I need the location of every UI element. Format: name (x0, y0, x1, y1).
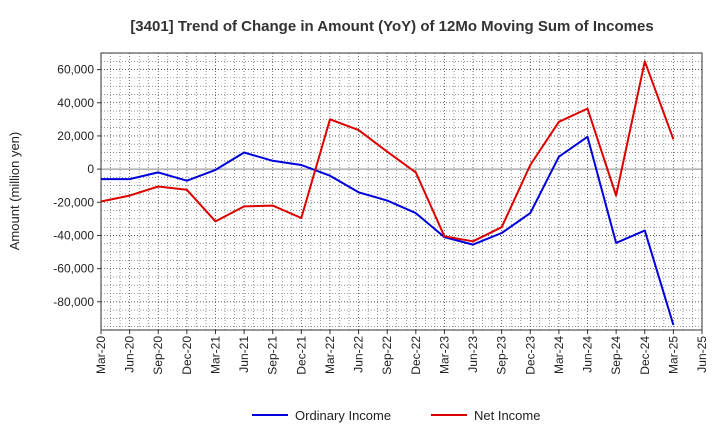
legend-label-net-income: Net Income (474, 408, 540, 423)
y-tick-label: 40,000 (57, 96, 94, 110)
x-tick-label: Dec-20 (180, 336, 194, 375)
x-tick-label: Jun-22 (352, 336, 366, 373)
y-tick-label: 0 (87, 162, 94, 176)
x-tick-label: Dec-22 (409, 336, 423, 375)
x-tick-label: Dec-23 (523, 336, 537, 375)
legend: Ordinary Income Net Income (252, 408, 540, 423)
legend-label-ordinary-income: Ordinary Income (295, 408, 391, 423)
x-tick-label: Sep-23 (495, 336, 509, 375)
net-income-line (100, 60, 675, 243)
x-tick-label: Jun-24 (581, 336, 595, 373)
x-tick-label: Jun-21 (237, 336, 251, 373)
y-tick-label: -60,000 (53, 262, 94, 276)
y-tick-label: 20,000 (57, 129, 94, 143)
x-tick-label: Mar-22 (323, 336, 337, 374)
x-tick-label: Mar-20 (94, 336, 108, 374)
x-tick-label: Sep-24 (609, 336, 623, 375)
x-tick-label: Jun-20 (123, 336, 137, 373)
y-axis-label: Amount (million yen) (7, 132, 22, 251)
x-tick-label: Jun-25 (695, 336, 709, 373)
plot-border (100, 52, 703, 331)
y-tick-label: 60,000 (57, 63, 94, 77)
y-tick-label: -80,000 (53, 295, 94, 309)
x-tick-label: Sep-22 (380, 336, 394, 375)
ordinary-income-line (101, 135, 675, 326)
x-tick-label: Mar-25 (666, 336, 680, 374)
x-tick-label: Sep-21 (266, 336, 280, 375)
x-tick-label: Dec-21 (294, 336, 308, 375)
plot-area: 60,000 40,000 20,000 0 -20,000 -40,000 -60,000… (53, 52, 709, 375)
x-tick-label: Jun-23 (466, 336, 480, 373)
chart-title: [3401] Trend of Change in Amount (YoY) o… (130, 18, 653, 35)
y-tick-label: -40,000 (53, 228, 94, 242)
x-tick-label: Mar-24 (552, 336, 566, 374)
x-tick-label: Mar-23 (437, 336, 451, 374)
x-tick-label: Sep-20 (151, 336, 165, 375)
x-tick-label: Mar-21 (208, 336, 222, 374)
y-tick-label: -20,000 (53, 195, 94, 209)
x-tick-label: Dec-24 (638, 336, 652, 375)
